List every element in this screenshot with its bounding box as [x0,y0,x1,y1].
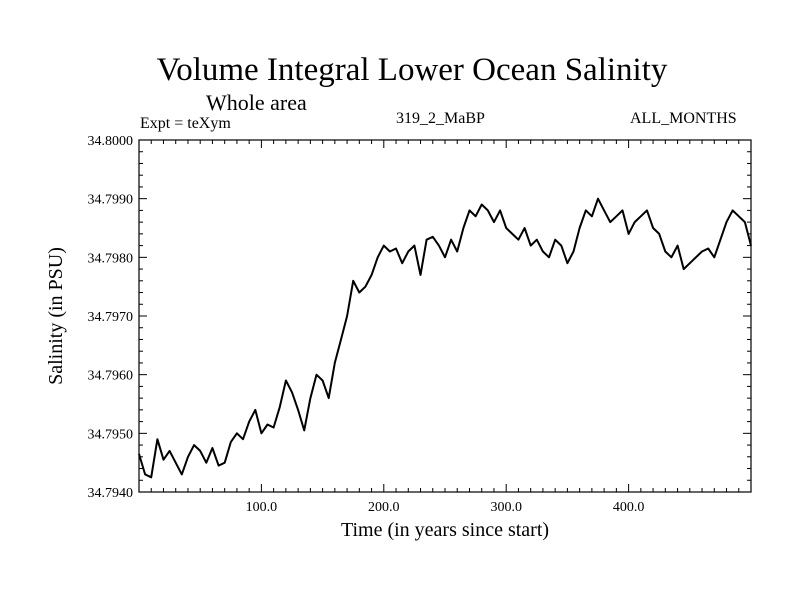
x-tick-label: 400.0 [613,500,645,515]
chart-title: Volume Integral Lower Ocean Salinity [156,52,668,88]
plot-frame [138,139,752,493]
salinity-series-line [138,197,752,479]
y-tick-label: 34.7990 [88,193,134,208]
y-tick-label: 34.7970 [88,310,134,325]
x-tick-label: 300.0 [490,500,522,515]
y-tick-label: 34.7940 [88,486,134,501]
experiment-label: Expt = teXym [140,115,231,132]
x-tick-label: 100.0 [246,500,278,515]
y-tick-label: 34.7960 [88,369,134,384]
y-tick-label: 34.7980 [88,251,134,266]
months-label: ALL_MONTHS [630,110,737,127]
x-axis-label: Time (in years since start) [341,519,549,541]
y-tick-label: 34.7950 [88,427,134,442]
chart-subtitle: Whole area [206,90,307,115]
run-id-label: 319_2_MaBP [396,110,485,127]
y-axis-ticks: 34.7940 34.7950 34.7960 34.7970 34.7980 34.79… [88,134,751,501]
x-axis-ticks: 100.0 200.0 300.0 400.0 [150,140,740,515]
y-tick-label: 34.8000 [88,134,134,149]
y-axis-label: Salinity (in PSU) [45,247,67,385]
x-tick-label: 200.0 [368,500,400,515]
